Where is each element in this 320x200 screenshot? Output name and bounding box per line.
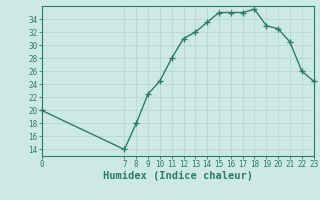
X-axis label: Humidex (Indice chaleur): Humidex (Indice chaleur) <box>103 171 252 181</box>
